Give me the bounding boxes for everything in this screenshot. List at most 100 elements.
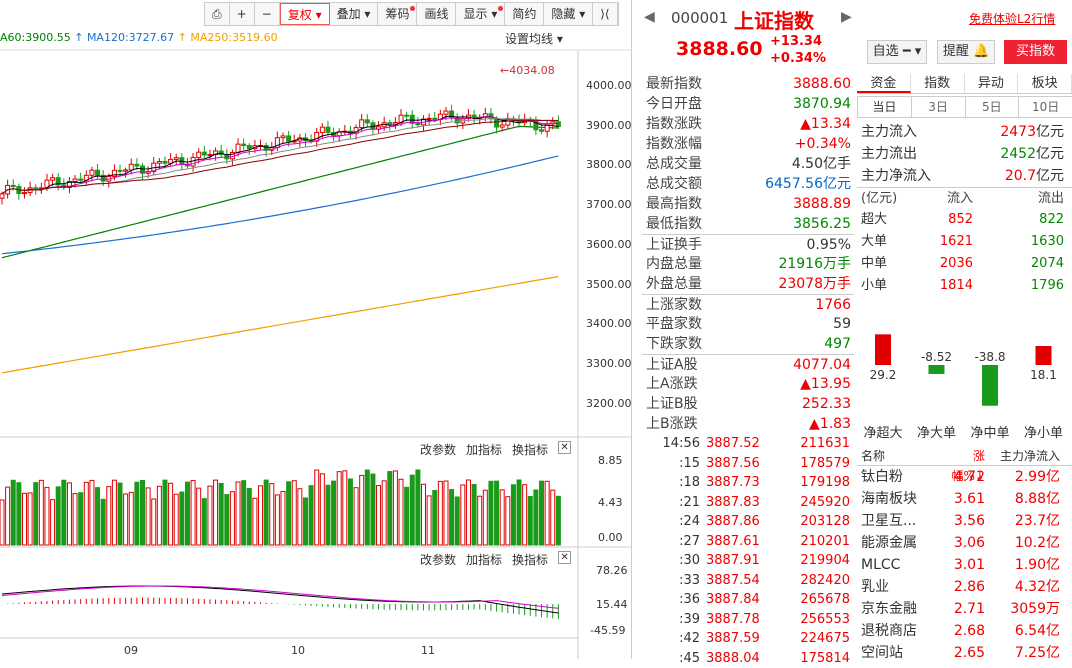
sector-col-flow[interactable]: 主力净流入: [985, 446, 1060, 465]
close-icon[interactable]: ✕: [558, 441, 571, 454]
fuquan-button[interactable]: 复权 ▾: [280, 3, 330, 25]
level-header-out: 流出: [979, 188, 1064, 209]
simple-button[interactable]: 简约: [505, 3, 544, 25]
sector-col-pct[interactable]: 涨幅%↓: [945, 446, 985, 465]
overlay-button[interactable]: 叠加 ▾: [330, 3, 379, 25]
subtab-period-1[interactable]: 3日: [911, 96, 966, 118]
sector-pct: 2.68: [945, 620, 985, 642]
volume-bar: [287, 482, 291, 545]
set-ma-button[interactable]: 设置均线 ▾: [505, 30, 563, 47]
quote-label: 指数涨跌: [646, 114, 702, 134]
sector-pct: 4.72: [945, 466, 985, 488]
display-button[interactable]: 显示 ▾: [456, 3, 505, 25]
ma250-label: MA250:3519.60: [190, 31, 277, 44]
volume-bar: [56, 487, 60, 545]
draw-line-button[interactable]: 画线: [417, 3, 456, 25]
volume-bar: [315, 470, 319, 545]
next-arrow-icon[interactable]: ▶: [841, 9, 852, 25]
kline-chart-area[interactable]: ⎙ + − 复权 ▾ 叠加 ▾ 筹码 画线 显示 ▾ 简约 隐藏 ▾ ⟩⟨ A6…: [0, 0, 632, 659]
volume-bar: [253, 498, 257, 545]
switch-indicator-button[interactable]: 换指标: [512, 551, 548, 568]
add-indicator-button[interactable]: 加指标: [466, 551, 502, 568]
screenshot-icon[interactable]: ⎙: [205, 3, 230, 25]
change-param-button[interactable]: 改参数: [420, 441, 456, 458]
volume-bar: [214, 480, 218, 545]
volume-bar: [6, 487, 10, 545]
collapse-icon[interactable]: ⟩⟨: [593, 3, 617, 25]
quote-value: 4.50亿手: [792, 154, 851, 174]
quote-value: 0.95%: [807, 235, 851, 254]
draw-line-label: 画线: [424, 7, 448, 21]
tick-time: :27: [642, 532, 706, 552]
buy-index-button[interactable]: 买指数: [1004, 40, 1067, 64]
flow-value: 2473: [1000, 124, 1036, 140]
tab-flow-2[interactable]: 异动: [965, 74, 1019, 93]
quote-value: 3856.25: [793, 214, 851, 234]
candle-body: [157, 161, 161, 163]
quote-value: 59: [833, 314, 851, 334]
level-label: 超大: [857, 209, 921, 231]
subtab-period-0[interactable]: 当日: [857, 96, 912, 118]
sector-name: 钛白粉: [857, 466, 945, 488]
volume-bar: [22, 493, 26, 545]
zoom-out-button[interactable]: −: [255, 3, 280, 25]
subtab-period-2[interactable]: 5日: [965, 96, 1020, 118]
volume-bar: [45, 487, 49, 545]
tick-price: 3887.78: [706, 610, 780, 630]
sector-flow: 7.25亿: [985, 642, 1060, 664]
volume-bar: [438, 481, 442, 545]
candle-body: [540, 130, 544, 131]
free-l2-link[interactable]: 免费体验L2行情: [969, 10, 1055, 27]
watchlist-button[interactable]: 自选 ━ ▾: [867, 40, 927, 64]
prev-arrow-icon[interactable]: ◀: [644, 9, 655, 25]
close-icon[interactable]: ✕: [558, 551, 571, 564]
candle-body: [135, 164, 139, 166]
tab-flow-0[interactable]: 资金: [857, 74, 911, 93]
zoom-in-button[interactable]: +: [230, 3, 255, 25]
volume-bar: [174, 494, 178, 545]
sector-pct: 3.56: [945, 510, 985, 532]
add-indicator-button[interactable]: 加指标: [466, 441, 502, 458]
volume-bar: [39, 480, 43, 545]
sector-col-name[interactable]: 名称: [857, 446, 945, 465]
volume-bar: [410, 475, 414, 545]
candle-body: [79, 179, 83, 180]
chips-button[interactable]: 筹码: [378, 3, 417, 25]
candle-body: [433, 118, 437, 119]
switch-indicator-button[interactable]: 换指标: [512, 441, 548, 458]
alert-button[interactable]: 提醒 🔔: [937, 40, 995, 64]
tab-flow-1[interactable]: 指数: [911, 74, 965, 93]
volume-bar: [90, 480, 94, 545]
tab-flow-3[interactable]: 板块: [1018, 74, 1072, 93]
change-param-button[interactable]: 改参数: [420, 551, 456, 568]
net-flow-value: -8.52: [921, 350, 952, 364]
volume-bar: [163, 480, 167, 545]
ma-legend: A60:3900.55 ↑ MA120:3727.67 ↑ MA250:3519…: [0, 31, 278, 44]
sector-header: 名称 涨幅%↓ 主力净流入: [857, 446, 1072, 466]
candle-body: [287, 136, 291, 141]
volume-bar: [433, 491, 437, 545]
quote-value: ▲13.95: [800, 374, 851, 394]
subtab-period-3[interactable]: 10日: [1018, 96, 1072, 118]
hide-button[interactable]: 隐藏 ▾: [544, 3, 593, 25]
set-ma-label: 设置均线: [505, 32, 553, 46]
